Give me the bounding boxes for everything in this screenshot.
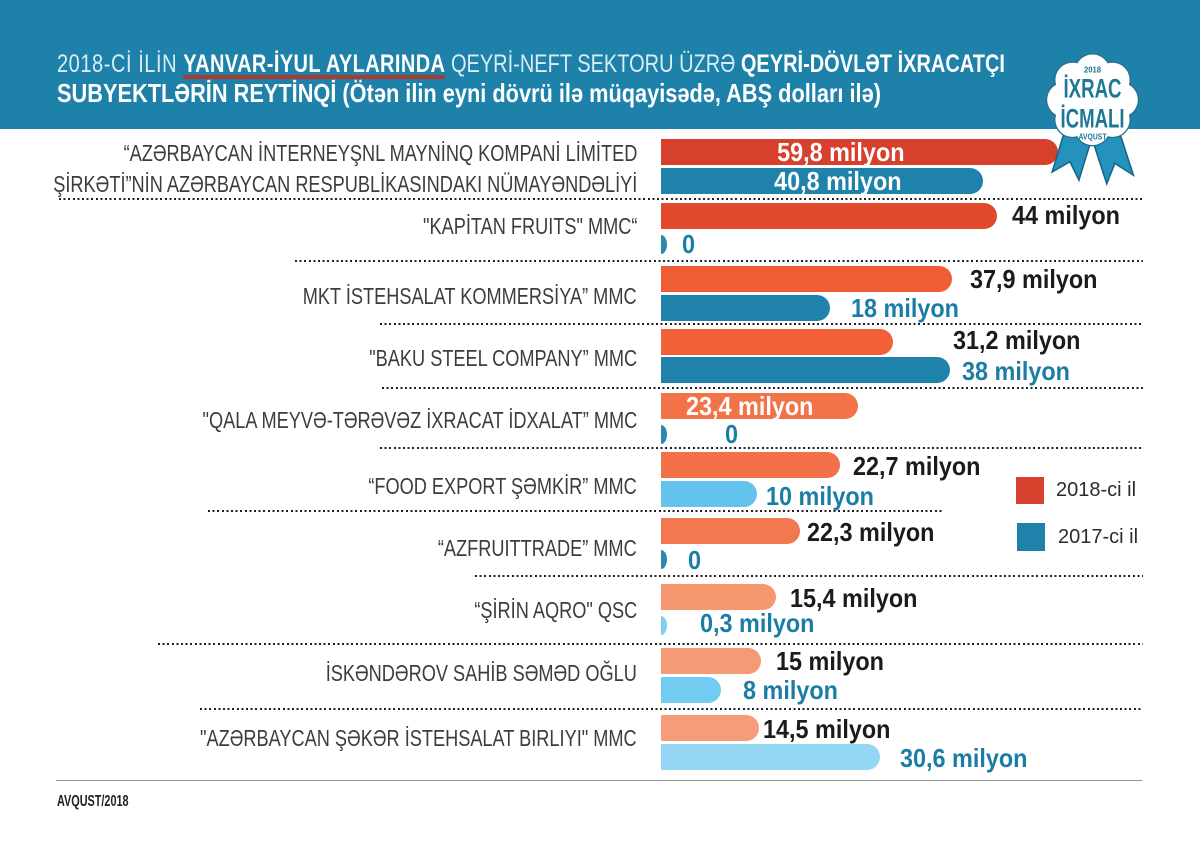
svg-text:2018: 2018 [1084,66,1102,75]
svg-text:AVQUST: AVQUST [1079,132,1108,142]
svg-text:İCMALI: İCMALI [1061,104,1125,134]
svg-text:İXRAC: İXRAC [1064,74,1122,104]
